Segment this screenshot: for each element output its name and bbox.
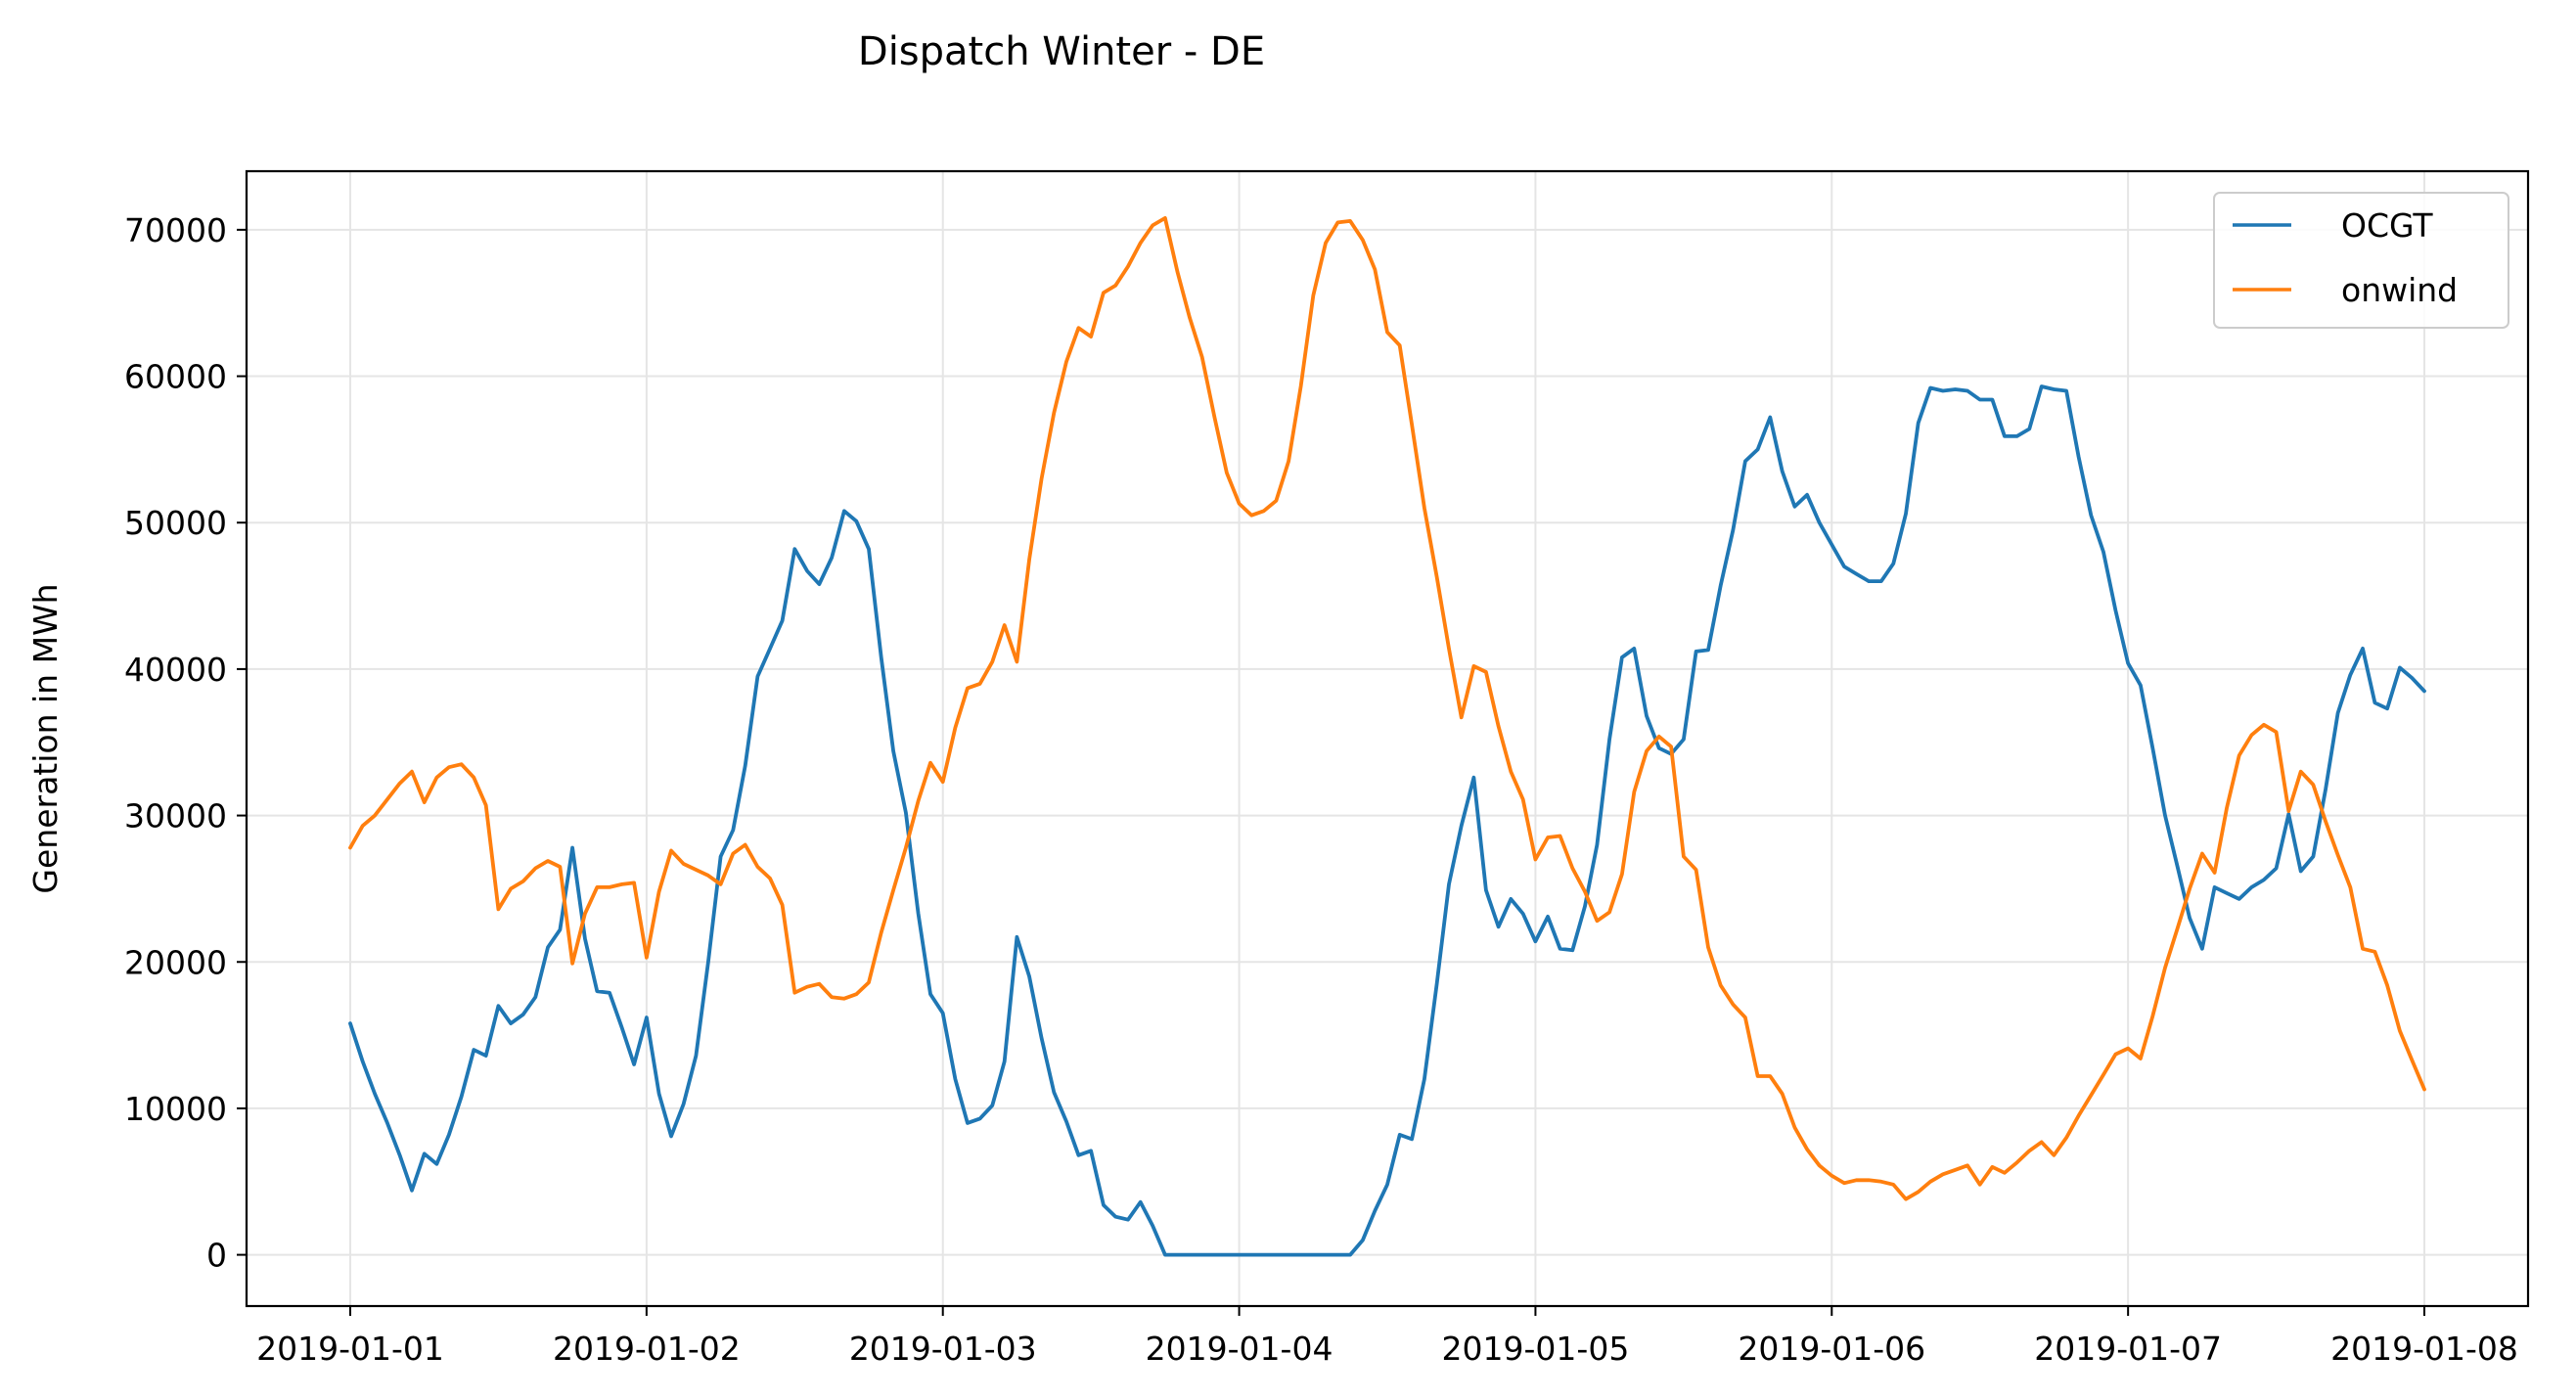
- legend-label-onwind: onwind: [2341, 271, 2458, 309]
- y-tick-label: 40000: [124, 651, 227, 689]
- legend: OCGT onwind: [2213, 192, 2509, 329]
- x-tick-label: 2019-01-01: [256, 1330, 444, 1368]
- y-tick-label: 10000: [124, 1090, 227, 1128]
- x-tick-label: 2019-01-06: [1738, 1330, 1925, 1368]
- x-tick-label: 2019-01-07: [2034, 1330, 2222, 1368]
- y-axis: 0 10000 20000 30000 40000 50000 60000 70000: [124, 211, 247, 1275]
- y-tick-label: 30000: [124, 797, 227, 835]
- x-axis: 2019-01-01 2019-01-02 2019-01-03 2019-01-04…: [256, 1306, 2518, 1368]
- x-tick-label: 2019-01-04: [1146, 1330, 1333, 1368]
- plot-area-frame: [245, 169, 2530, 1308]
- x-tick-label: 2019-01-08: [2330, 1330, 2518, 1368]
- series-layer: [348, 216, 2426, 1257]
- x-tick-label: 2019-01-05: [1442, 1330, 1630, 1368]
- y-tick-label: 60000: [124, 358, 227, 396]
- y-tick-label: 50000: [124, 504, 227, 542]
- legend-label-ocgt: OCGT: [2341, 206, 2433, 245]
- y-tick-label: 0: [206, 1237, 227, 1275]
- y-tick-label: 20000: [124, 943, 227, 981]
- y-axis-label: Generation in MWh: [26, 583, 65, 893]
- series-line-onwind: [348, 216, 2426, 1201]
- series-line-ocgt: [348, 384, 2426, 1257]
- chart-title: Dispatch Winter - DE: [858, 29, 1265, 74]
- y-tick-label: 70000: [124, 211, 227, 249]
- x-tick-label: 2019-01-02: [553, 1330, 741, 1368]
- x-tick-label: 2019-01-03: [849, 1330, 1037, 1368]
- grid-layer: [247, 171, 2528, 1306]
